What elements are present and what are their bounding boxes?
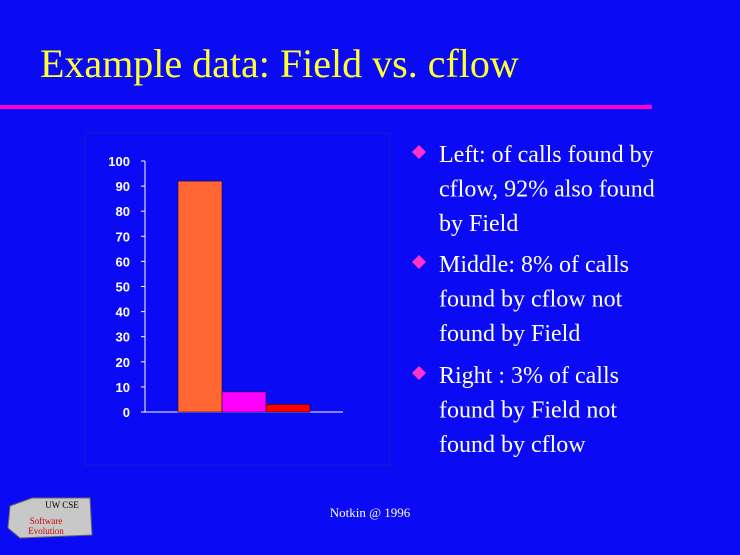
y-tick-label: 20 xyxy=(116,355,130,370)
bullet-text: Middle: 8% of calls xyxy=(439,252,629,278)
y-tick-label: 10 xyxy=(116,380,130,395)
bar xyxy=(177,180,223,413)
y-tick-label: 100 xyxy=(108,154,130,169)
logo-shape xyxy=(7,497,93,539)
y-tick-label: 50 xyxy=(116,280,130,295)
y-tick-label: 90 xyxy=(116,179,130,194)
bullet-text: found by cflow xyxy=(439,432,586,458)
bar xyxy=(265,404,311,413)
logo: UW CSE Software Evolution xyxy=(7,497,93,539)
bullet-diamond xyxy=(412,255,426,269)
bullet-text: Left: of calls found by xyxy=(439,142,654,168)
bullet-diamond xyxy=(412,366,426,380)
bullet-text: Right : 3% of calls xyxy=(439,363,619,389)
footer: Notkin @ 1996 xyxy=(330,505,411,520)
bar xyxy=(221,391,267,413)
logo-line: Software xyxy=(30,516,63,526)
title-rule xyxy=(0,105,652,109)
bullet-text: found by Field not xyxy=(439,398,617,424)
bullet-text: cflow, 92% also found xyxy=(439,177,655,203)
bullet-text: by Field xyxy=(439,211,518,237)
bullet-text: found by cflow not xyxy=(439,287,623,313)
y-tick-label: 60 xyxy=(116,254,130,269)
logo-top: UW CSE xyxy=(45,500,79,510)
logo-line: Evolution xyxy=(28,526,64,536)
bullet-diamond xyxy=(412,145,426,159)
y-tick-label: 70 xyxy=(116,229,130,244)
y-tick-label: 30 xyxy=(116,330,130,345)
bullet-text: found by Field xyxy=(439,321,580,347)
y-tick-label: 80 xyxy=(116,204,130,219)
y-tick-label: 0 xyxy=(123,405,130,420)
chart-frame xyxy=(84,132,391,466)
y-tick-label: 40 xyxy=(116,305,130,320)
slide-title: Example data: Field vs. cflow xyxy=(40,41,519,86)
